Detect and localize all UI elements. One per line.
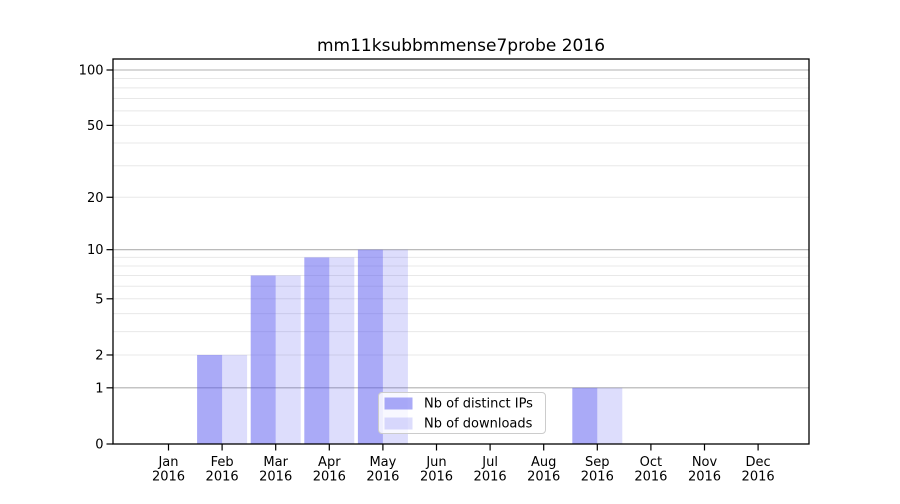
x-tick-label-month: Jul [481,455,498,470]
x-tick-label-year: 2016 [152,470,185,485]
x-tick-label-year: 2016 [634,470,667,485]
x-tick-label-year: 2016 [420,470,453,485]
bar-distinct-ips-mar [250,275,276,444]
x-tick-label-month: Dec [746,455,771,470]
legend-box [378,392,546,434]
legend-label-distinct-ips: Nb of distinct IPs [424,397,533,412]
x-tick-label-month: Jun [425,455,446,470]
x-tick-label-month: Nov [692,455,718,470]
y-tick-label: 5 [95,292,103,307]
bar-distinct-ips-feb [197,354,223,444]
legend-swatch-distinct-ips [384,397,413,410]
x-tick-label-year: 2016 [206,470,239,485]
y-tick-label: 1 [95,381,103,396]
x-tick-label-month: Aug [531,455,556,470]
bar-downloads-sep [597,387,623,444]
x-tick-label-year: 2016 [581,470,614,485]
bar-downloads-feb [222,354,248,444]
y-tick-label: 20 [87,191,104,206]
legend-swatch-downloads [384,417,413,430]
x-tick-label-year: 2016 [688,470,721,485]
bar-distinct-ips-sep [572,387,598,444]
y-tick-label: 2 [95,348,103,363]
x-tick-label-month: Mar [263,455,288,470]
bar-downloads-mar [275,275,301,444]
y-tick-label: 10 [87,243,104,258]
x-tick-label-year: 2016 [474,470,507,485]
x-tick-label-year: 2016 [366,470,399,485]
x-tick-label-year: 2016 [742,470,775,485]
x-tick-label-year: 2016 [527,470,560,485]
x-tick-label-month: Jan [157,455,178,470]
x-tick-label-month: Apr [318,455,341,470]
x-tick-label-year: 2016 [313,470,346,485]
x-tick-label-month: Sep [585,455,610,470]
bar-distinct-ips-apr [304,257,330,444]
y-tick-label: 100 [79,64,104,79]
plot-border [112,58,810,445]
x-tick-label-year: 2016 [259,470,292,485]
y-tick-label: 50 [87,119,104,134]
x-tick-label-month: Oct [640,455,662,470]
bar-downloads-apr [329,257,355,444]
chart-title: mm11ksubbmmense7probe 2016 [317,36,605,56]
x-tick-label-month: Feb [211,455,234,470]
x-tick-label-month: May [369,455,396,470]
legend-label-downloads: Nb of downloads [424,417,533,432]
y-tick-label: 0 [95,438,103,453]
